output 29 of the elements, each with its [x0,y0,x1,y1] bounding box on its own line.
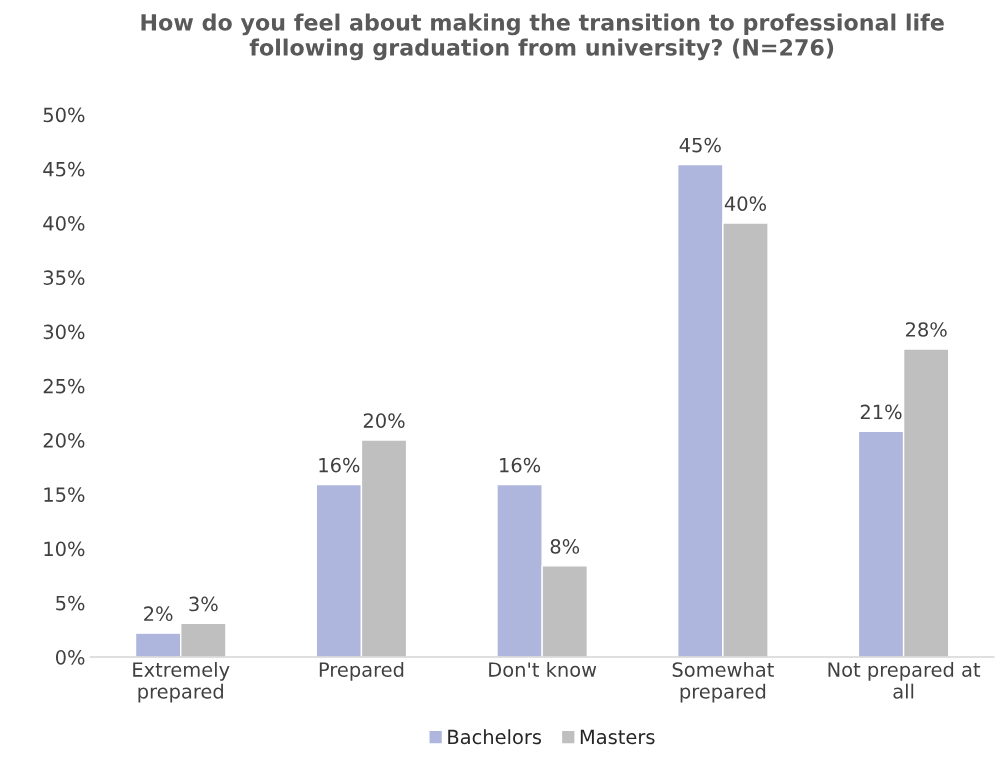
data-label: 21% [860,404,902,420]
y-tick-label: 40% [43,216,85,231]
y-tick-label: 30% [43,324,85,340]
y-tick-label: 25% [43,378,85,394]
data-label: 28% [906,322,947,337]
x-tick-label: Somewhat prepared [672,661,774,703]
y-tick-label: 45% [43,161,85,177]
y-tick-label: 0% [55,650,85,665]
legend-label: Bachelors [448,729,542,745]
x-tick-label: Extremely prepared [133,661,230,703]
x-tick-label: Don't know [489,661,597,677]
y-tick-label: 10% [44,541,85,557]
x-tick-label: Not prepared at all [828,661,981,699]
data-label: 45% [679,137,721,153]
legend-label: Masters [580,729,655,745]
chart-title: How do you feel about making the transition to professional life following graduation from university? (N=276) [141,13,944,61]
y-tick-label: 15% [44,487,85,502]
data-label: 40% [724,196,767,211]
y-tick-label: 5% [56,595,85,611]
x-tick-label: Prepared [319,661,404,681]
data-label: 20% [363,413,405,428]
data-label: 16% [500,457,541,473]
y-tick-label: 35% [43,270,85,285]
data-label: 2% [144,606,173,622]
y-tick-label: 20% [43,433,85,448]
y-tick-label: 50% [43,107,85,123]
data-label: 8% [550,539,580,554]
data-label: 3% [189,596,218,612]
data-label: 16% [319,457,360,473]
